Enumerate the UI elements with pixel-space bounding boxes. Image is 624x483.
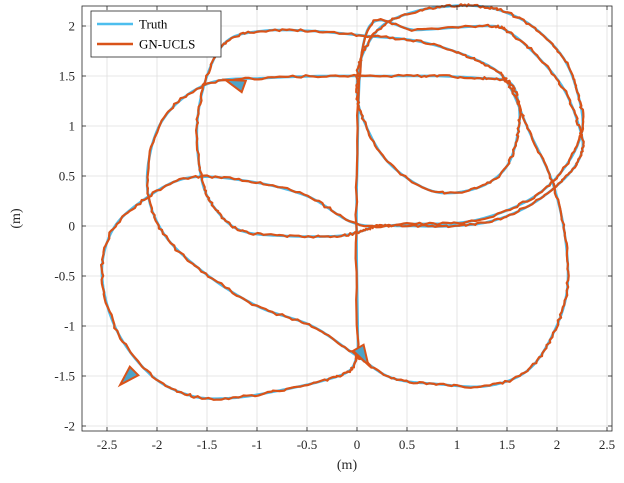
- plot-frame: [81, 5, 613, 432]
- y-tick-label: 0: [69, 219, 76, 234]
- x-tick-label: 1: [454, 437, 461, 452]
- direction-marker: [351, 343, 371, 368]
- x-tick-label: 0.5: [399, 437, 415, 452]
- tick-labels: -2.5 -2 -1.5 -1 -0.5 0 0.5 1 1.5 2 2.5 -2 -1.5 -1 -0.5…: [54, 19, 615, 453]
- direction-marker: [117, 365, 140, 388]
- legend: Truth GN-UCLS: [90, 10, 222, 58]
- direction-marker: [221, 78, 248, 94]
- x-tick-label: -0.5: [297, 437, 318, 452]
- tick-marks: [82, 6, 612, 431]
- y-tick-label: -2: [64, 419, 75, 434]
- x-tick-label: -2.5: [97, 437, 118, 452]
- series-gn-ucls-line: [100, 3, 585, 401]
- x-tick-label: -1: [252, 437, 263, 452]
- legend-entry-truth: Truth: [139, 17, 168, 32]
- x-tick-label: 0: [354, 437, 361, 452]
- y-tick-label: 1.5: [59, 69, 75, 84]
- y-tick-label: 1: [69, 119, 76, 134]
- x-tick-label: 2.5: [599, 437, 615, 452]
- y-axis-label: (m): [9, 208, 24, 229]
- x-tick-label: -2: [152, 437, 163, 452]
- legend-entry-gn-ucls: GN-UCLS: [139, 37, 195, 52]
- y-tick-label: -1.5: [54, 369, 75, 384]
- y-tick-label: -0.5: [54, 269, 75, 284]
- legend-box: [90, 10, 222, 58]
- y-tick-label: 0.5: [59, 169, 75, 184]
- x-tick-label: 2: [554, 437, 561, 452]
- y-tick-label: -1: [64, 319, 75, 334]
- x-axis-label: (m): [337, 458, 358, 473]
- marker-layer: [117, 78, 371, 388]
- x-tick-label: 1.5: [499, 437, 515, 452]
- series-layer: [100, 3, 585, 401]
- x-tick-label: -1.5: [197, 437, 218, 452]
- y-tick-label: 2: [69, 19, 76, 34]
